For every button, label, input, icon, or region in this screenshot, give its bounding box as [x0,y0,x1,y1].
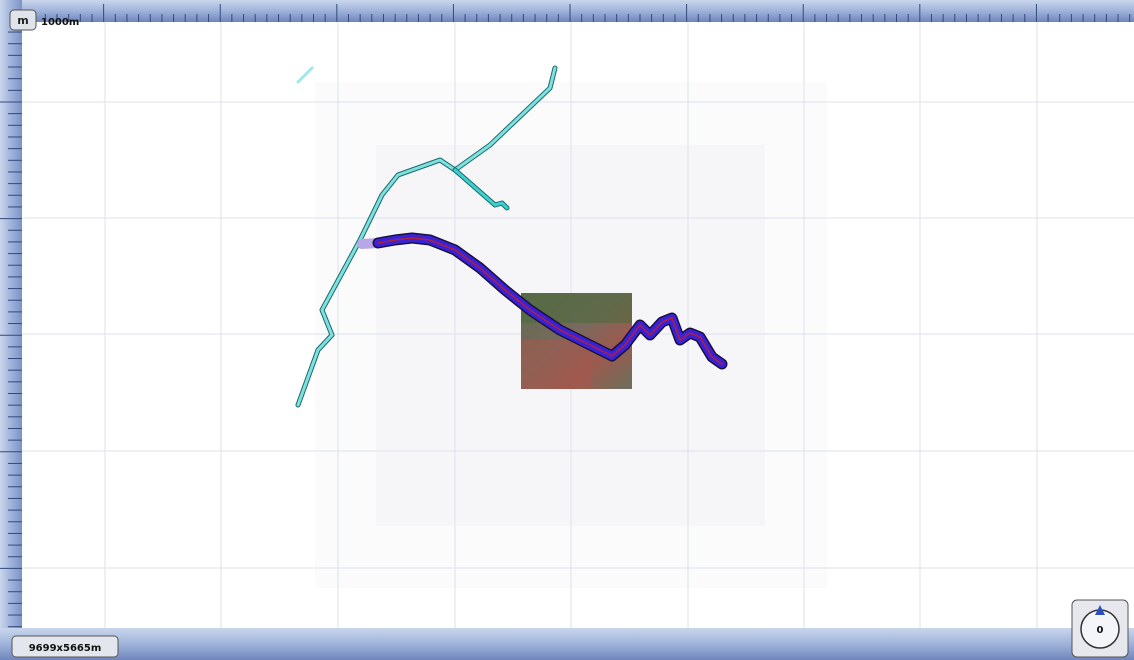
route-track [357,232,728,370]
aerial-tile-houses [521,340,591,389]
extent-label: 9699x5665m [29,643,102,654]
top-ruler [0,0,1134,22]
cyan-track [295,65,558,408]
bottom-bar [0,628,1134,660]
compass-needle [1095,605,1105,615]
scale-button[interactable] [9,9,37,31]
compass-label: 0 [1097,625,1104,636]
extent-button[interactable] [11,635,119,658]
scale-button-label: m [17,14,28,27]
ruler-ticks [0,4,1131,628]
scale-label: 1000m [41,17,79,28]
left-ruler [0,0,22,630]
